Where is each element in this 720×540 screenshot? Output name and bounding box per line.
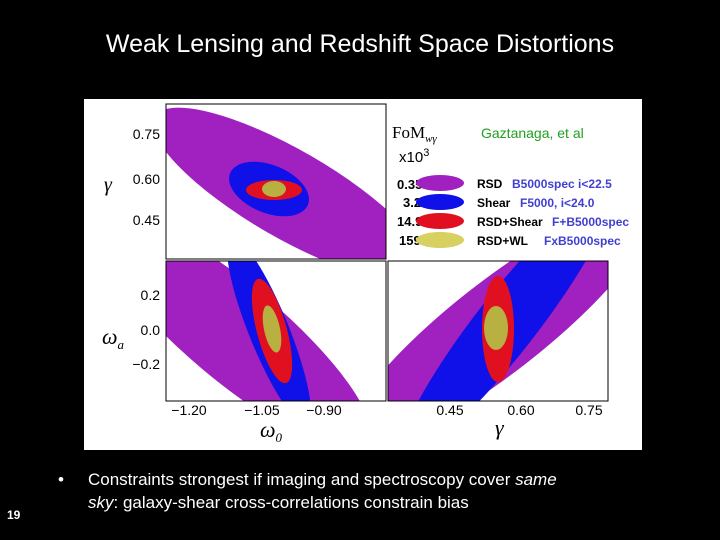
bullet-emphasis: sky [88,493,114,512]
ellipse-rsd-wl [262,181,286,197]
legend-value: 159 [399,233,421,248]
legend-swatch [416,175,464,191]
ytick-label: 0.45 [133,212,160,228]
legend-swatch [416,232,464,248]
bottom-left-ylabel: ωa [102,324,125,352]
figure-svg: γ 0.75 0.60 0.45 Gaztanaga, et al FoMwγ … [102,103,629,445]
fom-scale: x103 [399,147,429,166]
legend-row: 14.9 RSD+Shear F+B5000spec [397,213,629,229]
ytick-label: 0.60 [133,171,160,187]
ytick-label: 0.0 [141,322,161,338]
legend-value: 3.2 [403,195,421,210]
panel-bottom-right: 0.45 0.60 0.75 γ [387,260,609,440]
fom-label: FoMwγ [392,123,437,145]
legend-value: 14.9 [397,214,422,229]
bullet-text: Constraints strongest if imaging and spe… [88,468,668,514]
panel-top-left: γ 0.75 0.60 0.45 [104,103,387,260]
legend-swatch [416,213,464,229]
panel-bottom-left: ωa 0.2 0.0 −0.2 −1.20 −1.05 −0.90 ω0 [102,260,387,445]
legend-name: Shear [477,196,511,210]
legend-row: 0.35 RSD B5000spec i<22.5 [397,175,612,192]
bullet-emphasis: same [515,470,557,489]
bullet-marker: • [58,470,64,489]
legend-survey: FxB5000spec [544,234,621,248]
slide-title: Weak Lensing and Redshift Space Distorti… [105,30,615,58]
legend-name: RSD+Shear [477,215,543,229]
legend-survey: F+B5000spec [552,215,629,229]
ytick-label: 0.2 [141,287,161,303]
xtick-label: 0.75 [575,402,602,418]
xtick-label: −0.90 [306,402,342,418]
ellipse-rsd-wl [262,305,282,353]
legend-survey: F5000, i<24.0 [520,196,595,210]
legend-survey: B5000spec i<22.5 [512,177,612,191]
legend-value: 0.35 [397,177,422,192]
legend-name: RSD [477,177,503,191]
legend-row: 159 RSD+WL FxB5000spec [399,232,621,248]
top-left-ylabel: γ [104,174,113,196]
legend-name: RSD+WL [477,234,528,248]
bullet-text-part: : galaxy-shear cross-correlations constr… [113,493,469,512]
xtick-label: −1.20 [171,402,207,418]
bottom-right-xlabel: γ [495,415,505,440]
slide-number: 19 [7,508,21,522]
xtick-label: 0.60 [507,402,534,418]
bottom-left-xlabel: ω0 [260,417,283,445]
constraint-figure: γ 0.75 0.60 0.45 Gaztanaga, et al FoMwγ … [84,99,642,450]
ellipse-rsd-wl [484,306,508,350]
legend-swatch [416,194,464,210]
xtick-label: −1.05 [244,402,280,418]
ytick-label: −0.2 [132,356,160,372]
bullet-text-part: Constraints strongest if imaging and spe… [88,470,516,489]
ytick-label: 0.75 [133,126,160,142]
legend: Gaztanaga, et al FoMwγ x103 0.35 RSD B50… [392,123,629,248]
citation: Gaztanaga, et al [481,125,584,141]
xtick-label: 0.45 [436,402,463,418]
legend-row: 3.2 Shear F5000, i<24.0 [403,194,595,210]
